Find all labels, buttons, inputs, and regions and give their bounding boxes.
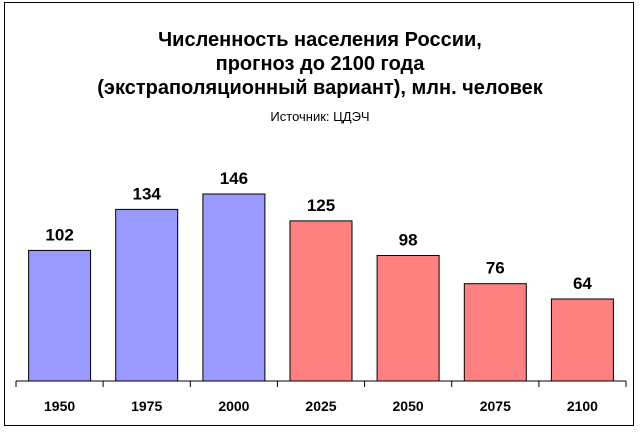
x-tick-label-2100: 2100 [567, 398, 598, 414]
data-label-2100: 64 [573, 274, 592, 293]
x-tick-label-2050: 2050 [393, 398, 424, 414]
bar-2100 [550, 298, 614, 382]
chart-title: Численность населения России, прогноз до… [0, 28, 640, 100]
data-label-2025: 125 [307, 196, 335, 215]
chart-source: Источник: ЦДЭЧ [270, 109, 370, 124]
chart-title-line-1: Численность населения России, [158, 29, 482, 51]
x-tick-label-2000: 2000 [218, 398, 249, 414]
chart-title-line-3: (экстраполяционный вариант), млн. челове… [97, 77, 543, 99]
x-tick-label-2075: 2075 [480, 398, 511, 414]
bar-1950 [28, 249, 92, 382]
data-label-2000: 146 [220, 169, 248, 188]
chart-title-line-2: прогноз до 2100 года [215, 53, 425, 75]
x-tick-label-1975: 1975 [131, 398, 162, 414]
bar-2025 [289, 220, 353, 382]
x-tick-label-2025: 2025 [305, 398, 336, 414]
bar-2075 [463, 283, 527, 382]
bar-2000 [202, 193, 266, 382]
bar-1975 [115, 208, 179, 382]
data-label-1950: 102 [45, 225, 73, 244]
x-tick-label-1950: 1950 [44, 398, 75, 414]
data-label-2075: 76 [486, 259, 505, 278]
data-label-2050: 98 [399, 231, 418, 250]
bar-2050 [376, 255, 440, 382]
data-label-1975: 134 [133, 184, 162, 203]
